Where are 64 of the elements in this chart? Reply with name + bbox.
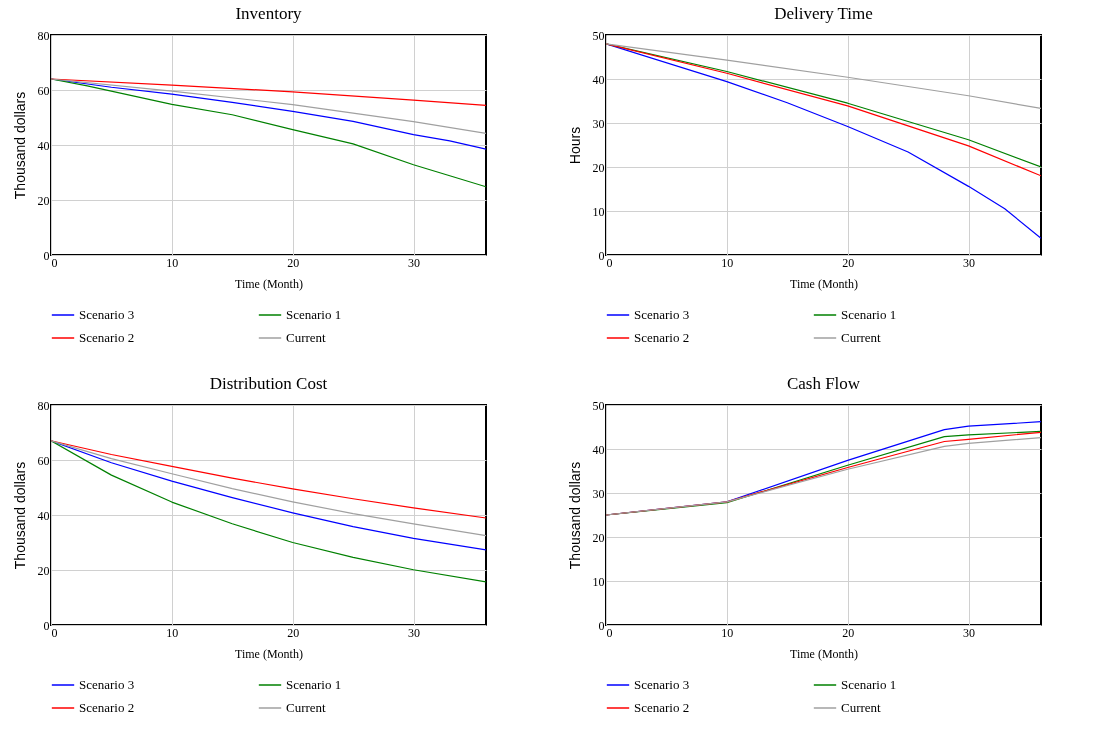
x-tick-label: 20 (287, 625, 300, 640)
x-tick-label: 30 (963, 625, 975, 640)
x-tick-label: 20 (842, 625, 855, 640)
chart-title: Inventory (235, 4, 303, 23)
legend-label: Scenario 2 (634, 330, 690, 345)
legend-label: Scenario 2 (634, 700, 690, 715)
legend-label: Scenario 3 (79, 307, 135, 322)
legend-label: Current (286, 700, 327, 715)
y-tick-label: 30 (592, 486, 605, 501)
y-tick-label: 30 (592, 116, 605, 131)
y-tick-label: 80 (37, 28, 50, 43)
y-tick-label: 20 (592, 530, 605, 545)
x-tick-label: 20 (287, 255, 300, 270)
legend-label: Scenario 2 (79, 330, 135, 345)
y-tick-label: 40 (37, 138, 50, 153)
legend-label: Scenario 1 (841, 307, 897, 322)
y-tick-label: 10 (592, 574, 605, 589)
legend-label: Scenario 1 (286, 677, 342, 692)
legend-label: Current (841, 330, 882, 345)
y-tick-label: 60 (37, 83, 50, 98)
legend-label: Scenario 3 (634, 677, 690, 692)
y-axis-title: Thousand dollars (566, 461, 583, 570)
x-tick-label: 30 (408, 255, 420, 270)
legend-label: Scenario 3 (79, 677, 135, 692)
line-series (606, 43, 1041, 110)
x-tick-label: 10 (721, 255, 734, 270)
y-axis-title: Thousand dollars (11, 461, 28, 570)
legend-label: Scenario 2 (79, 700, 135, 715)
y-tick-label: 50 (592, 28, 605, 43)
y-axis-title: Thousand dollars (11, 91, 28, 200)
y-tick-label: 20 (592, 160, 605, 175)
x-axis-title: Time (Month) (235, 646, 303, 661)
x-tick-label: 10 (166, 255, 179, 270)
line-series (51, 78, 486, 106)
legend-label: Scenario 1 (286, 307, 342, 322)
y-axis-title: Hours (566, 126, 583, 165)
y-tick-label: 10 (592, 204, 605, 219)
y-tick-label: 40 (592, 442, 605, 457)
x-tick-label: 30 (963, 255, 975, 270)
line-series (606, 43, 1041, 239)
line-series (51, 440, 486, 583)
x-axis-title: Time (Month) (790, 646, 858, 661)
legend-label: Scenario 1 (841, 677, 897, 692)
y-tick-label: 50 (592, 398, 605, 413)
y-tick-label: 40 (37, 508, 50, 523)
line-series (51, 78, 486, 135)
line-series (51, 440, 486, 519)
y-tick-label: 20 (37, 193, 50, 208)
x-axis-title: Time (Month) (235, 276, 303, 291)
x-tick-label: 10 (721, 625, 734, 640)
x-tick-label: 10 (166, 625, 179, 640)
legend-label: Scenario 3 (634, 307, 690, 322)
x-tick-label: 30 (408, 625, 420, 640)
chart-title: Cash Flow (786, 374, 861, 393)
y-tick-label: 20 (37, 563, 50, 578)
x-axis-title: Time (Month) (790, 276, 858, 291)
chart-title: Delivery Time (774, 4, 873, 23)
x-tick-label: 20 (842, 255, 855, 270)
y-tick-label: 40 (592, 72, 605, 87)
legend-label: Current (841, 700, 882, 715)
y-tick-label: 60 (37, 453, 50, 468)
legend-label: Current (286, 330, 327, 345)
chart-title: Distribution Cost (209, 374, 328, 393)
y-tick-label: 80 (37, 398, 50, 413)
